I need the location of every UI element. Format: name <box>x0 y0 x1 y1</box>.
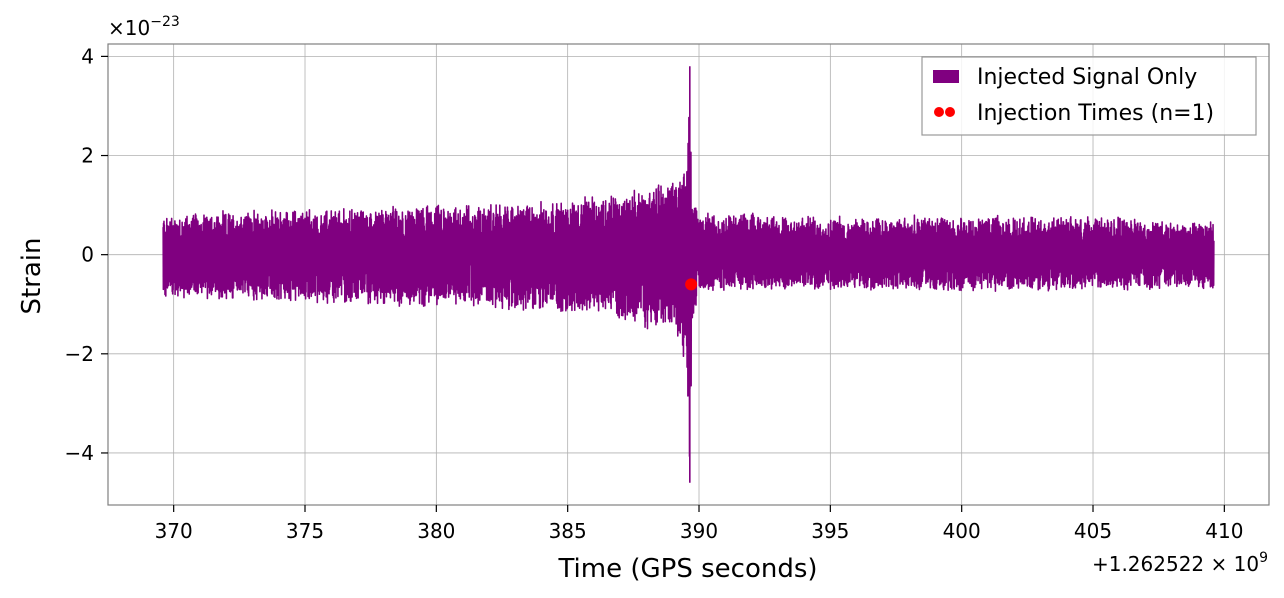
y-axis-ticks: −4 −2 0 2 4 <box>65 44 108 465</box>
y-tick-label: −4 <box>65 441 94 465</box>
x-tick-label: 380 <box>417 519 455 543</box>
strain-line <box>162 66 1215 483</box>
x-tick-label: 400 <box>943 519 981 543</box>
legend-swatch-injected-signal <box>933 70 959 83</box>
legend-marker-injection-1 <box>934 107 944 117</box>
x-tick-label: 370 <box>155 519 193 543</box>
x-axis-label: Time (GPS seconds) <box>557 554 817 584</box>
y-tick-label: 2 <box>81 144 94 168</box>
x-axis-ticks: 370 375 380 385 390 395 400 405 410 <box>155 505 1243 543</box>
x-tick-label: 385 <box>549 519 587 543</box>
x-tick-label: 405 <box>1074 519 1112 543</box>
x-tick-label: 375 <box>286 519 324 543</box>
legend-label-injected-signal: Injected Signal Only <box>977 65 1197 90</box>
y-scale-factor: ×10−23 <box>108 14 180 40</box>
series-injected-signal <box>162 66 1215 483</box>
y-tick-label: 0 <box>81 243 94 267</box>
y-tick-label: −2 <box>65 342 94 366</box>
y-tick-label: 4 <box>81 44 94 68</box>
legend-box <box>921 56 1257 136</box>
x-tick-label: 395 <box>811 519 849 543</box>
plot-frame <box>107 43 1270 506</box>
injection-point <box>685 278 698 291</box>
y-axis-label: Strain <box>17 237 47 314</box>
x-offset-label: +1.262522 × 109 <box>1092 550 1268 576</box>
legend-label-injection-times: Injection Times (n=1) <box>977 101 1214 126</box>
x-tick-label: 390 <box>680 519 718 543</box>
legend: Injected Signal Only Injection Times (n=… <box>921 56 1257 136</box>
x-tick-label: 410 <box>1205 519 1243 543</box>
series-injection-times <box>685 278 698 291</box>
legend-marker-injection-2 <box>945 107 955 117</box>
